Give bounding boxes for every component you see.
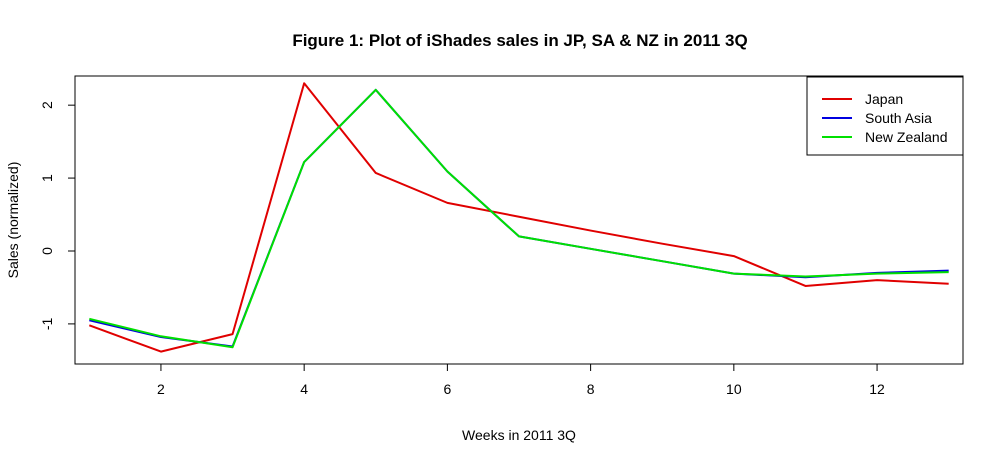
x-tick-label: 2 bbox=[157, 381, 165, 397]
x-tick-label: 8 bbox=[587, 381, 595, 397]
y-tick-label: 2 bbox=[39, 101, 55, 109]
legend-label: New Zealand bbox=[865, 129, 948, 145]
x-tick-label: 10 bbox=[726, 381, 742, 397]
series-lines bbox=[88, 82, 949, 353]
x-tick-label: 4 bbox=[300, 381, 308, 397]
y-tick-label: 0 bbox=[39, 247, 55, 255]
plot-frame bbox=[74, 75, 964, 365]
x-tick-label: 6 bbox=[443, 381, 451, 397]
x-axis: 2 4 6 8 10 12 bbox=[157, 364, 885, 397]
legend-box bbox=[806, 76, 964, 156]
legend-label: Japan bbox=[865, 91, 903, 107]
x-tick-label: 12 bbox=[869, 381, 885, 397]
legend-label: South Asia bbox=[865, 110, 932, 126]
chart-title: Figure 1: Plot of iShades sales in JP, S… bbox=[292, 31, 747, 50]
series-line-japan bbox=[88, 82, 949, 353]
y-axis-title: Sales (normalized) bbox=[5, 162, 21, 279]
series-line-new-zealand bbox=[89, 88, 949, 349]
legend: Japan South Asia New Zealand bbox=[806, 76, 964, 156]
y-axis: -1 0 1 2 bbox=[39, 101, 75, 330]
y-tick-label: -1 bbox=[39, 317, 55, 330]
y-tick-label: 1 bbox=[39, 174, 55, 182]
x-axis-title: Weeks in 2011 3Q bbox=[462, 427, 576, 443]
